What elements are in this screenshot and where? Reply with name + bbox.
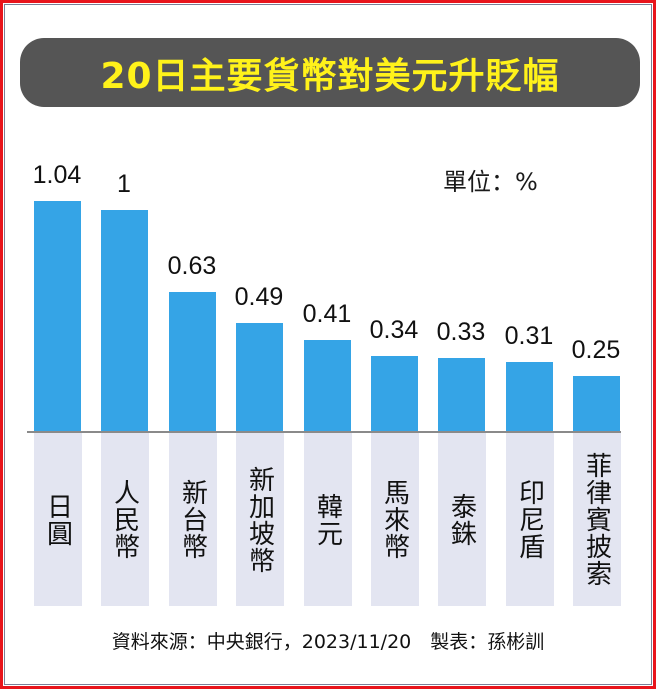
category-text: 印尼盾 (514, 479, 545, 560)
category-text: 泰銖 (446, 492, 477, 547)
category-label: 新加坡幣 (236, 433, 284, 606)
inner-frame (4, 4, 652, 685)
bar (101, 210, 148, 431)
bar (304, 340, 351, 431)
category-label: 人民幣 (101, 433, 149, 606)
title-banner: 20日主要貨幣對美元升貶幅 (20, 38, 640, 107)
bar-value-label: 0.34 (369, 316, 419, 344)
category-text: 韓元 (312, 492, 343, 547)
x-axis-line (27, 431, 621, 433)
category-label: 泰銖 (438, 433, 486, 606)
category-text: 人民幣 (109, 479, 140, 560)
bar-value-label: 0.63 (167, 252, 217, 280)
category-label: 菲律賓披索 (573, 433, 621, 606)
category-label: 新台幣 (169, 433, 217, 606)
category-label: 印尼盾 (506, 433, 554, 606)
category-text: 菲律賓披索 (581, 452, 612, 587)
bar (169, 292, 216, 431)
chart-title: 20日主要貨幣對美元升貶幅 (100, 55, 560, 97)
bar (573, 376, 620, 431)
bar (371, 356, 418, 431)
bar (236, 323, 283, 431)
bar-value-label: 1.04 (32, 161, 82, 189)
category-text: 日圓 (42, 492, 73, 547)
source-footer: 資料來源：中央銀行，2023/11/20 製表：孫彬訓 (111, 631, 545, 653)
bar-value-label: 0.49 (234, 283, 284, 311)
bar (34, 201, 81, 431)
bar (438, 358, 485, 431)
category-text: 馬來幣 (379, 479, 410, 560)
category-label: 馬來幣 (371, 433, 419, 606)
bar-value-label: 0.33 (436, 318, 486, 346)
unit-label: 單位：% (443, 168, 538, 196)
bar-value-label: 0.25 (571, 336, 621, 364)
category-label: 日圓 (34, 433, 82, 606)
bar-value-label: 1 (117, 170, 131, 198)
bar-value-label: 0.41 (302, 300, 352, 328)
bar (506, 362, 553, 431)
category-text: 新加坡幣 (244, 465, 275, 574)
bar-value-label: 0.31 (504, 322, 554, 350)
category-text: 新台幣 (177, 479, 208, 560)
category-label: 韓元 (304, 433, 352, 606)
